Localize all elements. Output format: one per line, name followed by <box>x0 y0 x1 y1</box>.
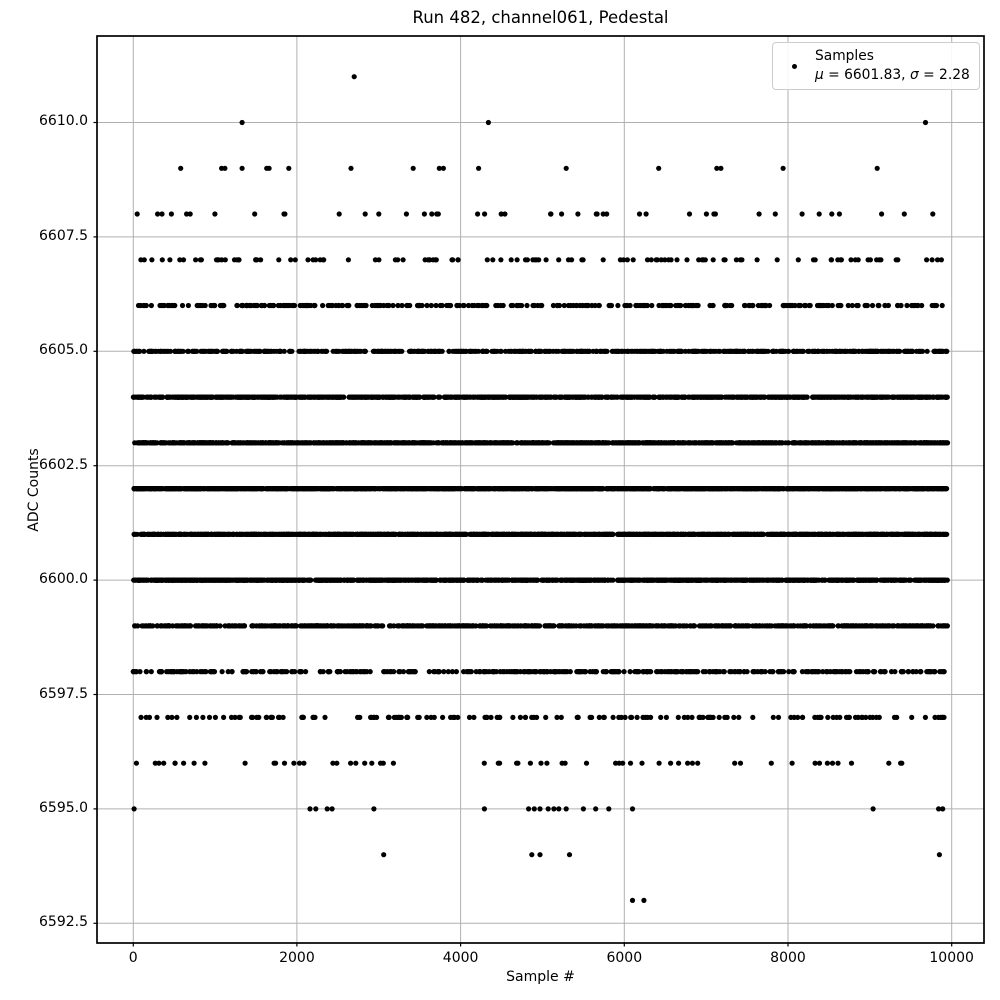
scatter-points-layer <box>130 74 951 904</box>
x-tick-label: 0 <box>128 950 138 966</box>
plot-frame <box>96 35 985 944</box>
legend-marker-col <box>773 63 815 69</box>
sigma-value: = 2.28 <box>918 67 970 83</box>
y-tick-label: 6592.5 <box>39 914 88 931</box>
y-tick-label: 6607.5 <box>39 227 88 244</box>
x-axis-label: Sample # <box>506 969 575 985</box>
y-tick-label: 6602.5 <box>39 456 88 473</box>
y-tick-label: 6595.0 <box>39 799 88 816</box>
legend-stats: μ = 6601.83, σ = 2.28 <box>815 66 979 85</box>
mu-value: = 6601.83, <box>823 67 910 83</box>
x-tick-label: 8000 <box>770 950 806 966</box>
legend: Samples μ = 6601.83, σ = 2.28 <box>772 42 980 90</box>
legend-text: Samples μ = 6601.83, σ = 2.28 <box>815 47 979 85</box>
legend-label-samples: Samples <box>815 48 874 64</box>
chart-title: Run 482, channel061, Pedestal <box>412 8 669 27</box>
mu-symbol: μ <box>815 67 824 83</box>
y-tick-label: 6605.0 <box>39 342 88 359</box>
y-tick-label: 6610.0 <box>39 113 88 130</box>
y-axis-label: ADC Counts <box>26 448 42 532</box>
x-tick-label: 6000 <box>606 950 643 966</box>
x-tick-label: 4000 <box>442 950 479 966</box>
x-tick-label: 10000 <box>929 950 974 966</box>
x-tick-label: 2000 <box>279 950 315 966</box>
y-tick-label: 6600.0 <box>39 571 88 588</box>
scatter-marker-icon <box>791 63 797 69</box>
sigma-symbol: σ <box>909 67 919 83</box>
y-tick-label: 6597.5 <box>39 685 88 702</box>
